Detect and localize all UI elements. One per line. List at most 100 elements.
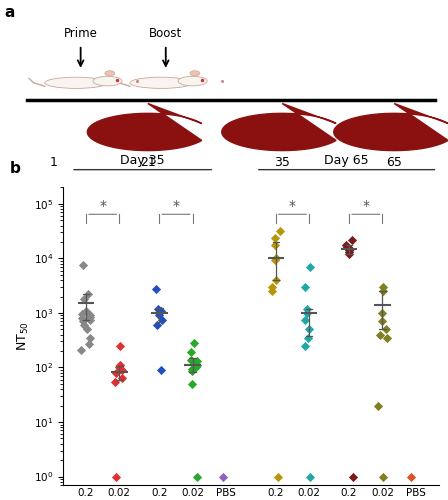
Point [220, 472, 227, 480]
Point [155, 312, 163, 320]
Point [376, 330, 383, 338]
Text: *: * [172, 199, 180, 213]
Point [303, 309, 310, 317]
Point [380, 288, 387, 296]
Point [345, 250, 352, 258]
Point [154, 321, 161, 329]
Point [275, 472, 282, 480]
Ellipse shape [93, 76, 122, 86]
Point [87, 316, 94, 324]
Point [85, 290, 92, 298]
Point [152, 284, 159, 292]
Point [111, 378, 118, 386]
Text: Day 35: Day 35 [121, 154, 165, 166]
Point [349, 472, 357, 480]
Text: b: b [10, 160, 21, 176]
Text: 35: 35 [274, 156, 290, 169]
Point [301, 283, 308, 291]
Text: a: a [4, 5, 15, 20]
Point [345, 246, 353, 254]
Ellipse shape [190, 70, 200, 76]
Text: Day 65: Day 65 [324, 154, 369, 166]
Point [116, 361, 123, 369]
Text: *: * [99, 199, 106, 213]
Point [383, 326, 390, 334]
Point [83, 306, 90, 314]
Text: 65: 65 [386, 156, 402, 169]
Point [118, 366, 125, 374]
Point [78, 310, 85, 318]
Point [157, 306, 164, 314]
Point [304, 304, 311, 312]
Point [302, 316, 309, 324]
Point [191, 339, 198, 347]
Point [80, 295, 87, 303]
Point [271, 240, 279, 248]
Point [375, 402, 382, 409]
Text: 21: 21 [140, 156, 156, 169]
Point [305, 334, 312, 342]
Point [268, 288, 276, 296]
Point [272, 276, 279, 284]
Point [191, 362, 198, 370]
Point [189, 368, 196, 376]
Point [380, 472, 387, 480]
Point [187, 348, 194, 356]
Text: *: * [289, 199, 296, 213]
Polygon shape [87, 104, 202, 150]
Ellipse shape [45, 77, 108, 88]
Point [79, 318, 86, 326]
Point [116, 364, 123, 372]
Point [79, 262, 86, 270]
Point [112, 370, 120, 378]
Text: *: * [362, 199, 369, 213]
Point [194, 472, 201, 480]
Point [118, 374, 125, 382]
Point [81, 321, 88, 329]
Point [188, 364, 195, 372]
Point [276, 227, 284, 235]
Point [379, 318, 386, 326]
Ellipse shape [178, 76, 207, 86]
Point [378, 309, 385, 317]
Point [271, 234, 279, 241]
Point [306, 326, 313, 334]
Point [83, 326, 90, 334]
Point [272, 254, 279, 262]
Point [154, 304, 161, 312]
Ellipse shape [130, 77, 193, 88]
Point [78, 346, 85, 354]
Point [408, 472, 415, 480]
Point [307, 263, 314, 271]
Point [344, 244, 351, 252]
Point [380, 283, 387, 291]
Point [347, 245, 354, 253]
Y-axis label: NT$_{50}$: NT$_{50}$ [16, 322, 31, 351]
Point [383, 334, 390, 342]
Text: 1: 1 [50, 156, 58, 169]
Point [86, 312, 94, 320]
Point [159, 316, 166, 324]
Point [194, 358, 201, 366]
Point [190, 359, 198, 367]
Polygon shape [334, 104, 448, 150]
Point [112, 472, 120, 480]
Point [192, 364, 199, 372]
Polygon shape [222, 104, 336, 150]
Point [187, 356, 194, 364]
Point [271, 256, 278, 264]
Ellipse shape [105, 70, 115, 76]
Text: Boost: Boost [149, 26, 182, 40]
Point [86, 334, 94, 342]
Point [268, 283, 275, 291]
Point [78, 314, 85, 322]
Point [188, 380, 195, 388]
Point [306, 472, 314, 480]
Point [345, 248, 353, 256]
Point [86, 340, 93, 348]
Point [349, 236, 356, 244]
Point [193, 361, 200, 369]
Point [86, 313, 93, 321]
Point [342, 240, 349, 248]
Point [158, 366, 165, 374]
